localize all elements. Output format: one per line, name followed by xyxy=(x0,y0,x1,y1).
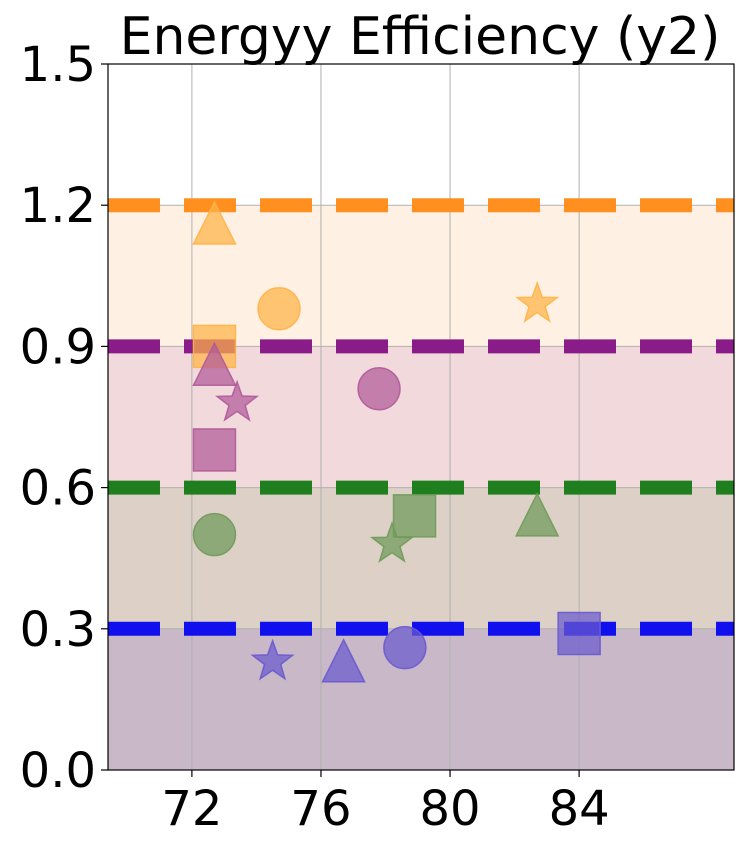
series-3-circle-marker-2 xyxy=(383,625,427,670)
series-2-square-marker-2 xyxy=(392,494,437,538)
plot-frame xyxy=(107,63,735,771)
chart-title: Energyy Efficiency (y2) xyxy=(120,7,721,67)
series-3-star-marker-0 xyxy=(250,638,295,681)
series-3-triangle-marker-1 xyxy=(321,638,366,683)
y-tick-label-0: 0.0 xyxy=(20,743,96,799)
y-tick-label-1: 0.3 xyxy=(20,602,96,658)
x-tick-label-1: 76 xyxy=(290,781,351,837)
y-tick-label-5: 1.5 xyxy=(20,37,96,93)
series-3-square-marker-3 xyxy=(557,611,601,656)
series-1-triangle-marker-0 xyxy=(192,341,237,386)
series-1-circle-marker-3 xyxy=(357,367,401,411)
x-tick-label-0: 72 xyxy=(161,781,222,837)
y-tick-label-4: 1.2 xyxy=(20,178,96,234)
series-0-circle-marker-1 xyxy=(257,286,301,331)
y-axis: 0.0 0.3 0.6 0.9 1.2 1.5 xyxy=(20,37,108,799)
x-tick-label-2: 80 xyxy=(420,781,481,837)
y-tick-label-3: 0.9 xyxy=(20,319,96,375)
series-1-star-marker-1 xyxy=(214,379,260,422)
marker-layer xyxy=(192,200,601,683)
series-2-circle-marker-0 xyxy=(192,512,237,557)
x-tick-label-3: 84 xyxy=(549,781,610,837)
series-0-star-marker-3 xyxy=(515,280,560,323)
series-1-square-marker-2 xyxy=(192,428,237,472)
series-0-triangle-marker-0 xyxy=(192,200,237,245)
y-tick-label-2: 0.6 xyxy=(20,461,96,517)
x-axis: 72 76 80 84 xyxy=(161,770,610,837)
series-2-triangle-marker-3 xyxy=(514,492,560,537)
